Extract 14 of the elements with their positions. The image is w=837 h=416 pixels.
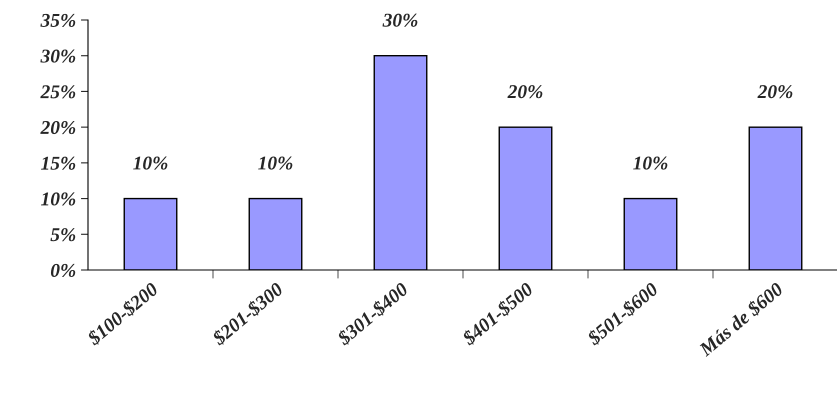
y-tick-label: 20% xyxy=(40,120,76,134)
y-tick-label: 25% xyxy=(40,85,76,98)
y-tick-label: 15% xyxy=(41,156,76,170)
data-label: 10% xyxy=(258,156,292,170)
data-label: 30% xyxy=(382,14,418,27)
data-label: 20% xyxy=(757,85,792,98)
y-tick-label: 30% xyxy=(40,50,76,63)
y-tick-label: 0% xyxy=(50,264,76,277)
data-label: 20% xyxy=(507,85,542,98)
data-label: 10% xyxy=(633,156,668,170)
y-tick-label: 35% xyxy=(40,14,76,27)
y-tick-label: 5% xyxy=(50,228,76,242)
data-label: 10% xyxy=(133,156,168,170)
y-tick-label: 10% xyxy=(41,192,76,206)
